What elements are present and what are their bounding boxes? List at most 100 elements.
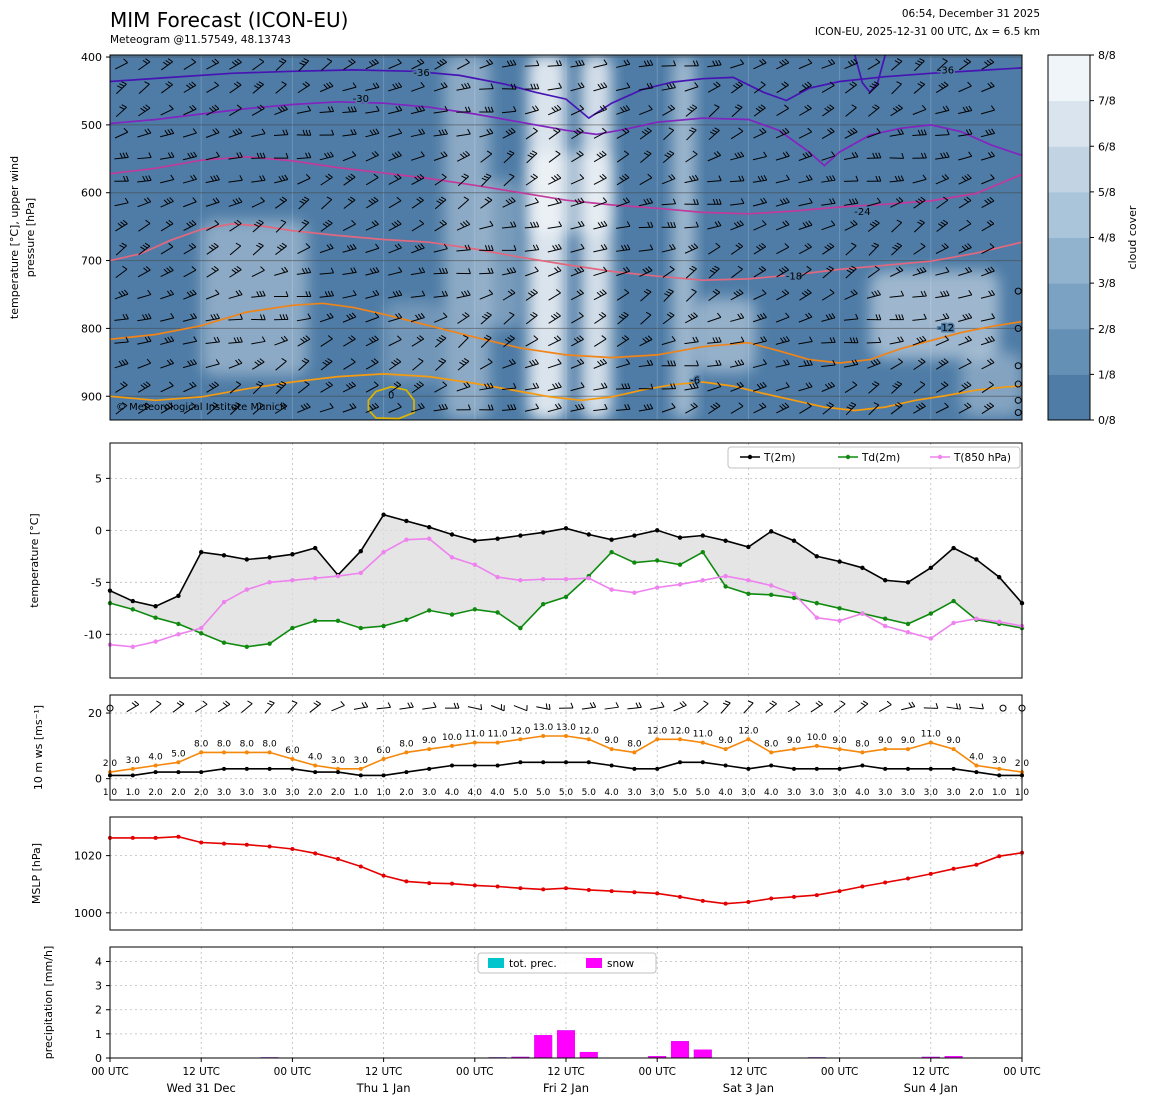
colorbar-tick-label: 3/8 — [1098, 277, 1116, 290]
temperature-panel: 5 0 -5 -10 temperature [°C] — [28, 442, 1025, 679]
precipitation-legend: tot. prec. snow — [477, 952, 657, 974]
x-tick-label: 12 UTC — [365, 1066, 403, 1078]
page-title: MIM Forecast (ICON-EU) — [110, 8, 349, 32]
wind-value-label: 2.0 — [171, 788, 186, 798]
x-tick-label: 00 UTC — [91, 1066, 129, 1078]
pressure-tick-label: 500 — [81, 119, 102, 132]
wind-value-label: 4.0 — [308, 753, 323, 763]
wind-value-label: 2.0 — [331, 788, 346, 798]
cloud-region — [870, 270, 1000, 359]
upper-air-ylabel-line2: pressure [hPa] — [24, 198, 37, 277]
wind-value-label: 1.0 — [992, 788, 1007, 798]
contour-label: -18 — [786, 272, 802, 283]
colorbar-tick-label: 4/8 — [1098, 232, 1116, 245]
wind-value-label: 4.0 — [490, 788, 505, 798]
contour-label: -6 — [690, 375, 700, 386]
wind-value-label: 4.0 — [148, 753, 163, 763]
colorbar-tick-label: 5/8 — [1098, 186, 1116, 199]
wind-value-label: 3.0 — [832, 788, 847, 798]
y-tick-label: 1000 — [74, 907, 102, 920]
colorbar-tick-label: 1/8 — [1098, 368, 1116, 381]
y-tick-label: 2 — [95, 1004, 102, 1017]
wind-value-label: 4.0 — [468, 788, 483, 798]
colorbar-tick-label: 0/8 — [1098, 414, 1116, 427]
temperature-ylabel: temperature [°C] — [28, 513, 41, 607]
watermark: © Meteorological Institute Munich — [116, 402, 286, 413]
x-axis: 00 UTC 12 UTC 00 UTC 12 UTC 00 UTC 12 UTC 00 U… — [91, 1058, 1041, 1095]
temperature-legend: T(2m) Td(2m) T(850 hPa) — [727, 446, 1021, 469]
wind-value-label: 2.0 — [148, 788, 163, 798]
wind-value-label: 4.0 — [445, 788, 460, 798]
day-label: Sun 4 Jan — [904, 1081, 958, 1095]
precip-bar — [579, 1051, 598, 1058]
wind-value-label: 10.0 — [807, 733, 827, 743]
upper-air-ylabel-line1: temperature [°C], upper wind — [8, 156, 21, 319]
wind-value-label: 11.0 — [921, 730, 941, 740]
calm-wind-circle — [1014, 324, 1022, 332]
wind-value-label: 3.0 — [354, 756, 369, 766]
wind-value-label: 9.0 — [787, 736, 802, 746]
y-tick-label: -10 — [84, 628, 102, 641]
wind-value-label: 8.0 — [240, 739, 255, 749]
wind-value-label: 4.0 — [969, 753, 984, 763]
wind-value-label: 9.0 — [718, 736, 733, 746]
wind-value-label: 3.0 — [946, 788, 961, 798]
wind-value-label: 2.0 — [194, 788, 209, 798]
pressure-tick-label: 900 — [81, 390, 102, 403]
precip-bar — [648, 1056, 667, 1058]
surface-wind-barbs — [126, 700, 984, 714]
wind-value-label: 5.0 — [582, 788, 597, 798]
cloud-cover-colorbar: 0/8 1/8 2/8 3/8 4/8 5/8 6/8 7/8 8/8 cloud cover — [1047, 49, 1139, 427]
cloud-region — [383, 301, 445, 383]
wind-value-label: 3.0 — [285, 788, 300, 798]
panel-frame — [109, 816, 1023, 931]
y-tick-label: -5 — [91, 576, 102, 589]
precip-bar — [534, 1035, 553, 1058]
wind-value-label: 9.0 — [604, 736, 619, 746]
calm-wind-circle — [1014, 409, 1022, 417]
colorbar-tick-label: 8/8 — [1098, 49, 1116, 62]
precip-bar — [557, 1030, 575, 1058]
wind-value-label: 4.0 — [855, 788, 870, 798]
x-tick-label: 12 UTC — [912, 1066, 950, 1078]
wind-value-label: 3.0 — [627, 788, 642, 798]
wind-value-label: 4.0 — [604, 788, 619, 798]
wind-value-label: 8.0 — [855, 739, 870, 749]
wind-value-label: 13.0 — [556, 723, 576, 733]
wind-value-label: 9.0 — [946, 736, 961, 746]
wind-value-label: 8.0 — [262, 739, 277, 749]
issue-datetime: 06:54, December 31 2025 — [901, 8, 1040, 20]
mslp-ylabel: MSLP [hPa] — [30, 843, 43, 904]
calm-wind-circle — [1014, 396, 1022, 404]
wind-value-label: 10.0 — [442, 733, 462, 743]
wind-value-label: 3.0 — [262, 788, 277, 798]
wind-value-label: 12.0 — [738, 726, 758, 736]
pressure-tick-label: 400 — [81, 51, 102, 64]
calm-wind-circle — [1014, 287, 1022, 295]
cloud-region — [961, 352, 1022, 417]
wind-value-label: 8.0 — [627, 739, 642, 749]
x-tick-label: 00 UTC — [1003, 1066, 1041, 1078]
wind-value-label: 3.0 — [901, 788, 916, 798]
y-tick-label: 0 — [95, 1052, 102, 1065]
wind-value-label: 9.0 — [878, 736, 893, 746]
colorbar-tick-label: 6/8 — [1098, 140, 1116, 153]
cloud-region — [695, 297, 756, 373]
wind-value-label: 5.0 — [171, 749, 186, 759]
wind-value-label: 2.0 — [969, 788, 984, 798]
pressure-tick-label: 600 — [81, 187, 102, 200]
wind-value-label: 1.0 — [126, 788, 141, 798]
wind-value-label: 2.0 — [399, 788, 414, 798]
colorbar-label: cloud cover — [1126, 205, 1139, 269]
colorbar-tick-label: 2/8 — [1098, 323, 1116, 336]
day-label: Thu 1 Jan — [356, 1081, 411, 1095]
wind-ylabel: 10 m ws [ms⁻¹] — [32, 705, 45, 790]
wind-value-label: 4.0 — [764, 788, 779, 798]
wind-value-label: 3.0 — [741, 788, 756, 798]
precip-bar — [921, 1056, 940, 1058]
wind-value-label: 3.0 — [240, 788, 255, 798]
temp-contour-0 — [367, 385, 415, 420]
legend-label: T(850 hPa) — [953, 452, 1011, 464]
